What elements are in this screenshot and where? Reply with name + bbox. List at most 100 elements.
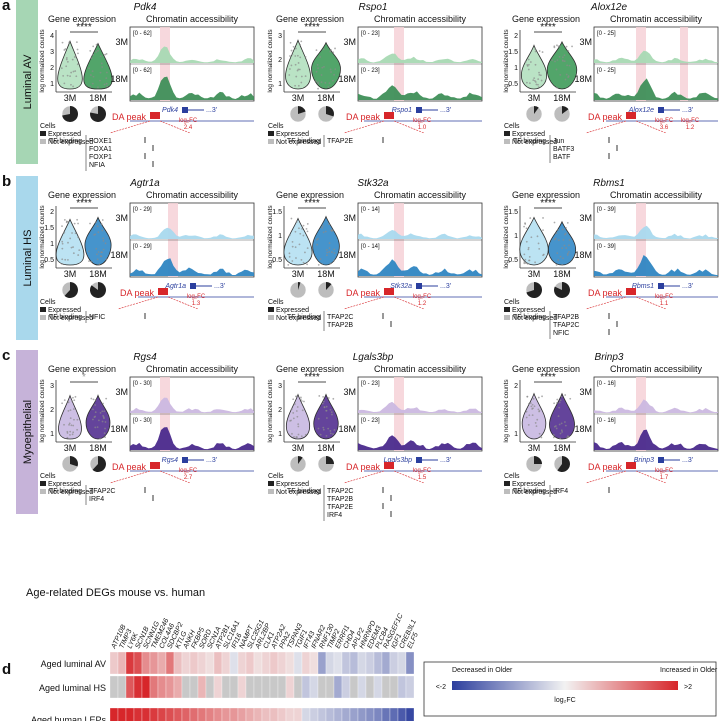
gene-end: ...3' bbox=[440, 283, 451, 290]
chromatin-header: Chromatin accessibility bbox=[146, 190, 239, 200]
violin bbox=[546, 40, 578, 90]
data-point bbox=[564, 78, 567, 81]
zoom-line bbox=[635, 120, 667, 134]
data-point bbox=[525, 416, 528, 419]
legend-swatch-expressed bbox=[268, 131, 274, 136]
data-point bbox=[74, 232, 77, 235]
data-point bbox=[73, 222, 76, 225]
data-point bbox=[566, 222, 569, 224]
data-point bbox=[100, 223, 103, 226]
data-point bbox=[559, 255, 562, 258]
track-18m bbox=[358, 435, 482, 450]
heatmap-cell bbox=[325, 675, 335, 699]
data-point bbox=[92, 45, 95, 48]
data-point bbox=[70, 246, 73, 249]
data-point bbox=[303, 400, 305, 403]
heatmap-cell bbox=[125, 675, 135, 699]
row-band bbox=[16, 0, 38, 164]
heatmap-cell bbox=[269, 675, 279, 699]
heatmap-cell bbox=[381, 651, 391, 675]
data-point bbox=[553, 221, 556, 224]
y-axis-label: log normalized counts bbox=[39, 379, 46, 443]
y-tick: 3 bbox=[278, 33, 282, 40]
heatmap-cell bbox=[333, 675, 343, 699]
heatmap-cell bbox=[285, 675, 295, 699]
age-label: 3M bbox=[292, 443, 305, 453]
tf-site bbox=[152, 495, 154, 501]
heatmap-cell bbox=[293, 675, 303, 699]
y-tick: 1.5 bbox=[508, 49, 518, 56]
pie-expressed bbox=[62, 106, 78, 122]
y-tick: 2 bbox=[514, 33, 518, 40]
gene-name: Pdk4 bbox=[134, 2, 157, 13]
da-peak-label: DA peak bbox=[112, 462, 147, 472]
tf-binding-label: TF binding bbox=[287, 314, 320, 321]
data-point bbox=[318, 395, 321, 397]
data-point bbox=[76, 63, 79, 66]
gene-name: Alox12e bbox=[590, 2, 628, 13]
gene-model-name: Alox12e bbox=[628, 107, 654, 114]
heatmap-cell bbox=[149, 707, 159, 721]
data-point bbox=[556, 44, 558, 47]
data-point bbox=[537, 86, 540, 89]
zoom-line bbox=[635, 296, 667, 310]
heatmap-cell bbox=[309, 675, 319, 699]
data-point bbox=[72, 246, 74, 248]
tf-name: IRF4 bbox=[553, 488, 568, 495]
exon bbox=[182, 457, 188, 463]
da-peak-box bbox=[626, 462, 636, 469]
da-peak-box bbox=[150, 112, 160, 119]
data-point bbox=[297, 425, 300, 428]
legend-swatch-not-expressed bbox=[504, 139, 510, 144]
data-point bbox=[528, 259, 531, 262]
heatmap-cell bbox=[269, 707, 279, 721]
track-age: 3M bbox=[115, 213, 128, 223]
tf-site bbox=[390, 321, 392, 327]
heatmap-cell bbox=[341, 651, 351, 675]
data-point bbox=[66, 74, 69, 77]
data-point bbox=[301, 227, 303, 230]
data-point bbox=[329, 262, 332, 265]
data-point bbox=[306, 230, 309, 233]
data-point bbox=[555, 68, 558, 71]
data-point bbox=[291, 53, 294, 56]
tf-site bbox=[390, 511, 392, 517]
data-point bbox=[296, 436, 298, 439]
violin bbox=[58, 394, 82, 440]
track-18m bbox=[358, 85, 482, 100]
data-point bbox=[534, 261, 536, 264]
gene-expression-header: Gene expression bbox=[48, 190, 116, 200]
data-point bbox=[558, 55, 561, 58]
heatmap-cell bbox=[133, 707, 143, 721]
data-point bbox=[532, 407, 534, 410]
heatmap-title: Age-related DEGs mouse vs. human bbox=[26, 587, 205, 599]
zoom-line bbox=[343, 296, 385, 310]
age-label: 18M bbox=[553, 93, 571, 103]
data-point bbox=[332, 79, 334, 82]
data-point bbox=[540, 79, 543, 82]
data-point bbox=[535, 83, 538, 86]
age-label: 18M bbox=[553, 443, 571, 453]
data-point bbox=[565, 73, 568, 76]
track-range: [0 - 14] bbox=[361, 207, 380, 213]
data-point bbox=[567, 435, 570, 438]
age-label: 3M bbox=[64, 93, 77, 103]
data-point bbox=[66, 436, 69, 439]
data-point bbox=[300, 81, 303, 84]
tf-name: IRF4 bbox=[327, 512, 342, 519]
data-point bbox=[300, 396, 302, 399]
tf-site bbox=[382, 137, 384, 143]
y-tick: 1 bbox=[514, 233, 518, 240]
heatmap-cell bbox=[397, 651, 407, 675]
track-3m bbox=[594, 50, 718, 63]
y-tick: 2 bbox=[514, 383, 518, 390]
zoom-line bbox=[117, 296, 159, 310]
data-point bbox=[105, 77, 108, 80]
data-point bbox=[92, 75, 95, 78]
gene-name: Stk32a bbox=[357, 178, 389, 189]
data-point bbox=[97, 231, 100, 234]
data-point bbox=[73, 418, 75, 421]
chromatin-header: Chromatin accessibility bbox=[374, 14, 467, 24]
heatmap-cell bbox=[181, 675, 191, 699]
track-age: 18M bbox=[574, 424, 592, 434]
